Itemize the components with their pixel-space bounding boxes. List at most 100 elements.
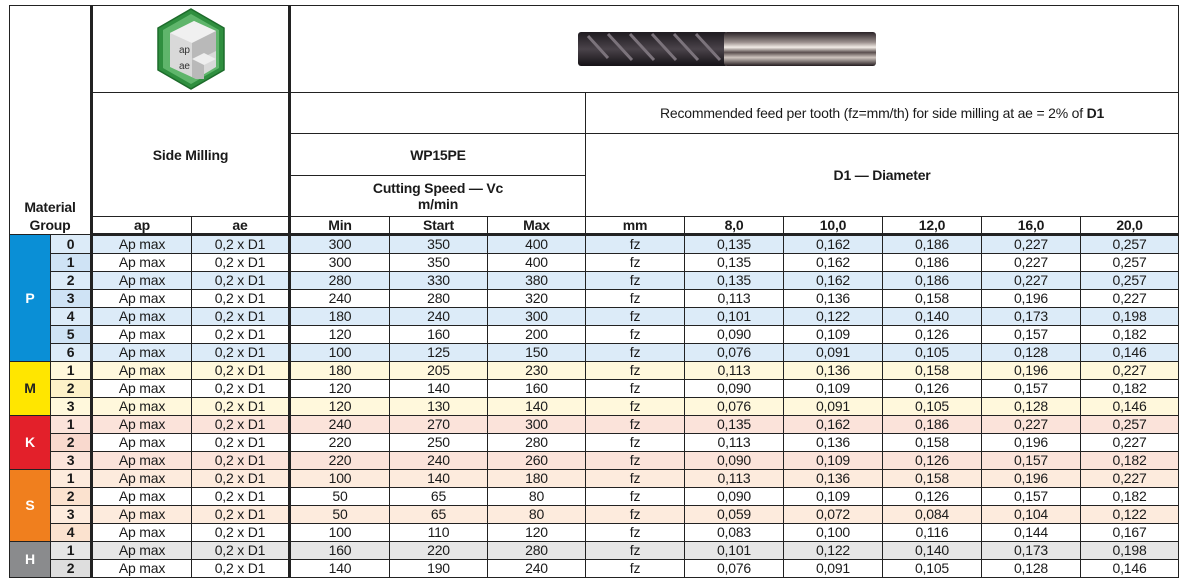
table-row: M 1 Ap max 0,2 x D1 180 205 230 fz 0,113 0,136 0,1… (9, 361, 1180, 416)
fz-value: 0,105 (882, 397, 982, 416)
fz-value: 0,128 (981, 343, 1081, 362)
fz-value: 0,105 (882, 559, 982, 578)
material-subgroup: 3 (50, 289, 92, 308)
vc-start: 250 (389, 433, 488, 452)
vc-max: 280 (487, 541, 586, 560)
fz-value: 0,158 (882, 469, 982, 488)
fz-value: 0,162 (783, 253, 883, 272)
col-diameter: 10,0 (783, 216, 883, 236)
svg-text:ae: ae (179, 61, 190, 72)
material-group-badge: H (9, 541, 51, 578)
fz-value: 0,084 (882, 505, 982, 524)
material-group-header: Material Group (9, 5, 92, 235)
vc-start: 125 (389, 343, 488, 362)
fz-value: 0,198 (1079, 541, 1180, 560)
vc-start: 330 (389, 271, 488, 290)
vc-start: 205 (389, 361, 488, 380)
unit-fz: fz (585, 451, 685, 470)
unit-fz: fz (585, 361, 685, 380)
fz-value: 0,104 (981, 505, 1081, 524)
ae-value: 0,2 x D1 (191, 397, 290, 416)
vc-max: 160 (487, 379, 586, 398)
table-row: 4 Ap max 0,2 x D1 100 110 120 fz 0,083 0,100 0,11… (10, 523, 1180, 542)
material-subgroup: 4 (50, 523, 92, 542)
vc-start: 130 (389, 397, 488, 416)
ap-value: Ap max (90, 307, 192, 326)
material-subgroup: 4 (50, 307, 92, 326)
fz-value: 0,257 (1079, 253, 1180, 272)
fz-value: 0,257 (1079, 234, 1180, 254)
fz-value: 0,196 (981, 361, 1081, 380)
vc-start: 160 (389, 325, 488, 344)
fz-value: 0,146 (1079, 559, 1180, 578)
table-row: 2 Ap max 0,2 x D1 50 65 80 fz 0,090 0,109 0,126 0,… (10, 487, 1180, 506)
vc-min: 300 (288, 234, 390, 254)
fz-value: 0,091 (783, 559, 883, 578)
unit-fz: fz (585, 271, 685, 290)
cutting-speed-label: Cutting Speed — Vc m/min (288, 175, 586, 217)
fz-value: 0,227 (981, 253, 1081, 272)
vc-start: 350 (389, 253, 488, 272)
vc-min: 140 (288, 559, 390, 578)
table-row: 5 Ap max 0,2 x D1 120 160 200 fz 0,090 0,109 0,12… (10, 325, 1180, 344)
fz-value: 0,126 (882, 325, 982, 344)
vc-min: 220 (288, 433, 390, 452)
vc-start: 65 (389, 505, 488, 524)
material-group-badge: S (9, 469, 51, 542)
fz-value: 0,186 (882, 415, 982, 434)
unit-fz: fz (585, 541, 685, 560)
fz-value: 0,109 (783, 325, 883, 344)
vc-max: 120 (487, 523, 586, 542)
vc-min: 240 (288, 289, 390, 308)
material-subgroup: 1 (50, 541, 92, 560)
ae-value: 0,2 x D1 (191, 325, 290, 344)
vc-max: 240 (487, 559, 586, 578)
col-diameter: 20,0 (1079, 216, 1180, 236)
vc-start: 110 (389, 523, 488, 542)
vc-min: 100 (288, 343, 390, 362)
ae-value: 0,2 x D1 (191, 415, 290, 434)
fz-value: 0,109 (783, 451, 883, 470)
fz-value: 0,186 (882, 271, 982, 290)
fz-value: 0,182 (1079, 451, 1180, 470)
feed-title: Recommended feed per tooth (fz=mm/th) fo… (584, 92, 1180, 134)
ap-value: Ap max (90, 253, 192, 272)
ap-value: Ap max (90, 451, 192, 470)
fz-value: 0,109 (783, 487, 883, 506)
vc-max: 230 (487, 361, 586, 380)
ap-value: Ap max (90, 343, 192, 362)
vc-min: 100 (288, 523, 390, 542)
fz-value: 0,091 (783, 343, 883, 362)
end-mill-image (578, 32, 876, 66)
fz-value: 0,109 (783, 379, 883, 398)
diameter-label: D1 — Diameter (584, 133, 1180, 217)
material-subgroup: 0 (50, 234, 92, 254)
ae-value: 0,2 x D1 (191, 451, 290, 470)
fz-value: 0,157 (981, 325, 1081, 344)
vc-start: 140 (389, 379, 488, 398)
ap-value: Ap max (90, 271, 192, 290)
col-diameter: 8,0 (684, 216, 784, 236)
fz-value: 0,140 (882, 541, 982, 560)
unit-fz: fz (585, 505, 685, 524)
fz-value: 0,090 (684, 451, 784, 470)
table-row: S 1 Ap max 0,2 x D1 100 140 180 fz 0,113 0,136 0,1… (9, 469, 1180, 542)
ap-value: Ap max (90, 379, 192, 398)
unit-fz: fz (585, 523, 685, 542)
vc-min: 100 (288, 469, 390, 488)
ae-value: 0,2 x D1 (191, 234, 290, 254)
ap-value: Ap max (90, 325, 192, 344)
vc-start: 350 (389, 234, 488, 254)
fz-value: 0,076 (684, 559, 784, 578)
material-subgroup: 5 (50, 325, 92, 344)
vc-start: 240 (389, 451, 488, 470)
blank-header-cell (288, 92, 586, 134)
ap-value: Ap max (90, 361, 192, 380)
tool-image-cell (287, 5, 1180, 93)
material-group-badge: K (9, 415, 51, 470)
vc-min: 120 (288, 379, 390, 398)
material-subgroup: 1 (50, 415, 92, 434)
fz-value: 0,090 (684, 379, 784, 398)
material-subgroup: 6 (50, 343, 92, 362)
fz-value: 0,146 (1079, 343, 1180, 362)
